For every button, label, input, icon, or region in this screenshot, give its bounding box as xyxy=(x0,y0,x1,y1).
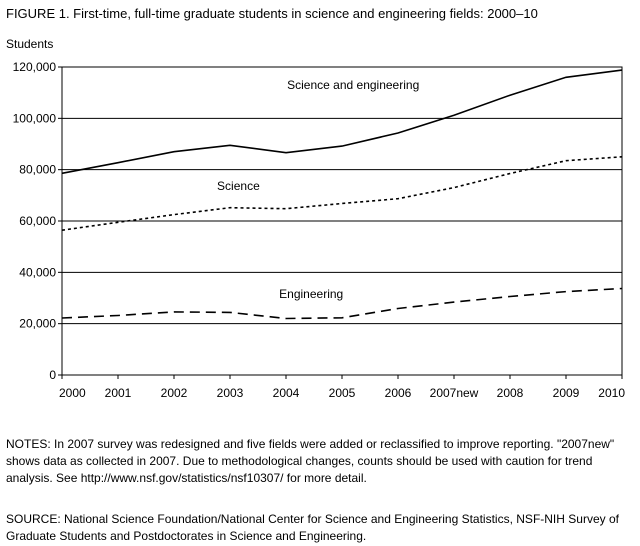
x-tick-label: 2006 xyxy=(385,386,412,400)
y-tick-label: 120,000 xyxy=(13,60,57,74)
grid-lines xyxy=(62,66,622,376)
x-tick-label: 2004 xyxy=(273,386,300,400)
y-axis-unit-label: Students xyxy=(6,37,54,51)
y-tick-label: 80,000 xyxy=(19,163,56,177)
source-text: SOURCE: National Science Foundation/Nati… xyxy=(6,512,619,543)
y-tick-label: 40,000 xyxy=(19,265,56,279)
series-labels: Science and engineering Science Engineerin… xyxy=(217,78,419,301)
x-tick-label: 2010 xyxy=(598,386,625,400)
x-tick-label: 2003 xyxy=(217,386,244,400)
x-tick-label: 2000 xyxy=(59,386,86,400)
y-tick-label: 0 xyxy=(49,368,56,382)
line-chart: 0 20,000 40,000 60,000 80,000 100,000 120,000 2… xyxy=(13,60,626,400)
y-tick-label: 20,000 xyxy=(19,317,56,331)
y-tick-label: 60,000 xyxy=(19,214,56,228)
series-lines xyxy=(61,69,623,320)
figure-title: FIGURE 1. First-time, full-time graduate… xyxy=(6,6,538,21)
y-tick-label: 100,000 xyxy=(13,111,57,125)
x-tick-label: 2009 xyxy=(553,386,580,400)
x-tick-label: 2007new xyxy=(430,386,479,400)
x-tick-label: 2001 xyxy=(105,386,132,400)
axis-labels: 0 20,000 40,000 60,000 80,000 100,000 120,000 2… xyxy=(13,60,626,400)
series-label-science-and-engineering: Science and engineering xyxy=(287,78,419,92)
series-label-science: Science xyxy=(217,179,260,193)
x-tick-label: 2002 xyxy=(161,386,188,400)
x-tick-label: 2008 xyxy=(497,386,524,400)
series-label-engineering: Engineering xyxy=(279,287,343,301)
notes-text: NOTES: In 2007 survey was redesigned and… xyxy=(6,437,615,485)
x-tick-label: 2005 xyxy=(329,386,356,400)
series-line-engineering xyxy=(61,287,623,320)
series-line-science-and-engineering xyxy=(61,69,623,175)
series-line-science xyxy=(61,156,623,231)
